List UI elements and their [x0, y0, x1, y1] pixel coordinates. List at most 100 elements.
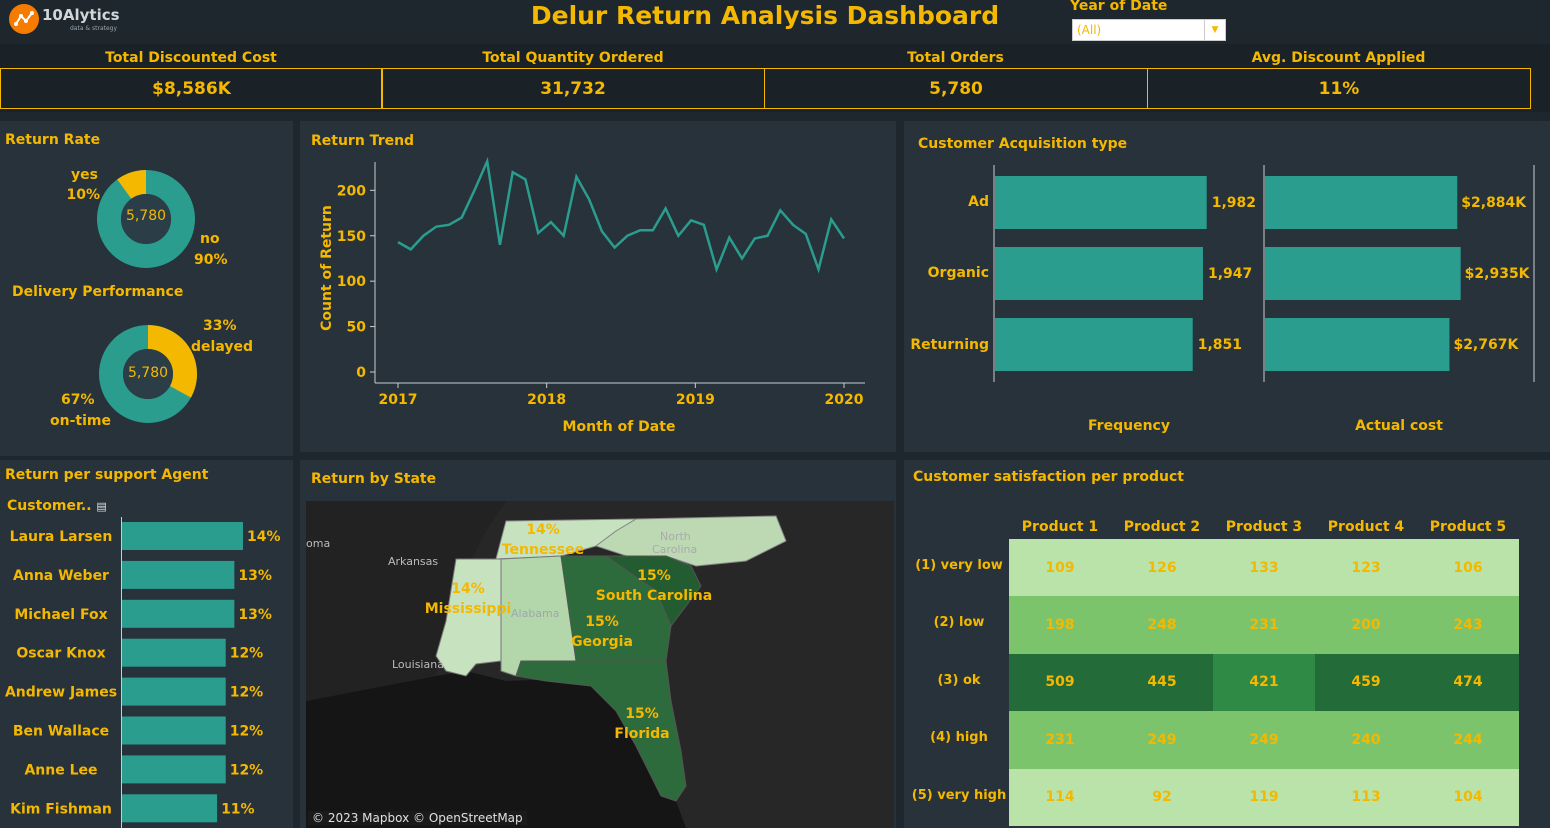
delivery-delayed-label: delayed [191, 339, 253, 355]
heatmap-cell[interactable]: 243 [1417, 596, 1519, 654]
delivery-ontime-pct: 67% [61, 392, 95, 408]
acq-freq-label: 1,947 [1208, 266, 1252, 282]
map-state-tennessee: Tennessee [502, 542, 584, 558]
return-rate-yes-slice [117, 170, 147, 200]
kpi-value-discount: 11% [1147, 68, 1531, 109]
agent-name: Michael Fox [14, 607, 107, 623]
kpi-value-orders: 5,780 [764, 68, 1148, 109]
heatmap-cell[interactable]: 104 [1417, 768, 1519, 826]
heatmap-cell[interactable]: 244 [1417, 711, 1519, 769]
heatmap-cell[interactable]: 248 [1111, 596, 1213, 654]
logo-icon [9, 4, 39, 34]
trend-xtick-label: 2020 [825, 392, 864, 408]
heatmap-cell[interactable]: 231 [1009, 711, 1111, 769]
agent-bar [122, 560, 235, 589]
agent-bar [122, 638, 226, 667]
acq-cost-label: $2,767K [1453, 337, 1519, 353]
acq-cost-axis-label: Actual cost [1355, 418, 1443, 434]
heatmap-cell[interactable]: 133 [1213, 539, 1315, 597]
map-label-arkansas: Arkansas [388, 555, 438, 568]
kpi-label-orders: Total Orders [907, 50, 1004, 66]
delivery-delayed-pct: 33% [203, 318, 237, 334]
agent-name: Ben Wallace [13, 724, 109, 740]
agent-bar [122, 522, 243, 550]
return-rate-donut[interactable] [90, 163, 202, 275]
heatmap-cell[interactable]: 445 [1111, 653, 1213, 712]
map-pct-florida: 15% [625, 706, 659, 722]
heatmap-column-header: Product 3 [1225, 519, 1303, 535]
trend-ytick-label: 0 [356, 365, 366, 381]
logo: 10Alytics data & strategy [8, 3, 128, 35]
agents-chart[interactable]: Laura Larsen 14% Anna Weber 13% Michael Fox 1… [0, 517, 293, 828]
heatmap-row-label: (3) ok [937, 672, 981, 688]
heatmap-cell[interactable]: 249 [1111, 711, 1213, 769]
kpi-label-discounted-cost: Total Discounted Cost [105, 50, 277, 66]
agents-axis-line [121, 517, 122, 828]
trend-ytick-label: 200 [337, 183, 366, 199]
heatmap-cell[interactable]: 474 [1417, 653, 1519, 712]
heatmap-cell[interactable]: 119 [1213, 768, 1315, 826]
heatmap-cell[interactable]: 109 [1009, 539, 1111, 597]
agent-bar [122, 716, 226, 745]
map-state-georgia: Georgia [571, 634, 633, 650]
return-rate-no-label: no [200, 231, 220, 247]
return-trend-panel [300, 121, 896, 452]
heatmap-cell[interactable]: 240 [1315, 711, 1417, 769]
acquisition-chart[interactable]: 1,982 1,947 1,851 $2,884K $2,935K $2,767K [904, 150, 1550, 390]
agents-column-header[interactable]: Customer.. ▤ [7, 498, 107, 514]
agent-name: Anna Weber [13, 568, 109, 584]
trend-xtick-label: 2017 [379, 392, 418, 408]
map-water [306, 671, 686, 828]
delivery-center: 5,780 [127, 365, 169, 381]
heatmap-row-label: (4) high [930, 730, 988, 746]
heatmap-cell[interactable]: 106 [1417, 539, 1519, 597]
trend-ytick-label: 100 [337, 274, 366, 290]
heatmap-cell[interactable]: 231 [1213, 596, 1315, 654]
sort-icon[interactable]: ▤ [96, 500, 107, 513]
heatmap[interactable]: Product 1 Product 2 Product 3 Product 4 Prod… [905, 517, 1525, 826]
map-title: Return by State [311, 471, 437, 487]
heatmap-cell[interactable]: 249 [1213, 711, 1315, 769]
agent-name: Anne Lee [24, 762, 97, 778]
kpi-label-quantity: Total Quantity Ordered [482, 50, 664, 66]
kpi-value-quantity: 31,732 [381, 68, 765, 109]
acq-cost-bar [1265, 247, 1461, 300]
agent-pct-label: 11% [221, 801, 255, 817]
map-pct-south-carolina: 15% [637, 568, 671, 584]
heatmap-cell[interactable]: 126 [1111, 539, 1213, 597]
heatmap-cell[interactable]: 200 [1315, 596, 1417, 654]
heatmap-cell[interactable]: 421 [1213, 653, 1315, 712]
heatmap-cell[interactable]: 459 [1315, 653, 1417, 712]
chevron-down-icon[interactable]: ▼ [1204, 20, 1225, 40]
agents-title: Return per support Agent [5, 467, 209, 483]
trend-chart[interactable]: 2017 2018 2019 2020 200 150 100 50 0 [300, 150, 896, 450]
trend-title: Return Trend [311, 133, 415, 149]
map-attribution[interactable]: © 2023 Mapbox © OpenStreetMap [308, 811, 527, 825]
acq-freq-bar [995, 247, 1203, 300]
delivery-donut[interactable] [92, 318, 204, 430]
heatmap-cell[interactable]: 113 [1315, 768, 1417, 826]
year-filter-dropdown[interactable]: (All) ▼ [1072, 19, 1226, 41]
agent-bar [122, 755, 226, 784]
acq-freq-axis-label: Frequency [1088, 418, 1170, 434]
state-south-carolina [604, 555, 702, 627]
page-title: Delur Return Analysis Dashboard [530, 1, 1000, 30]
agent-pct-label: 12% [230, 646, 264, 662]
heatmap-cell[interactable]: 123 [1315, 539, 1417, 597]
state-map[interactable]: Arkansas Louisiana Alabama North Carolin… [306, 501, 894, 828]
delivery-ontime-label: on-time [50, 413, 111, 429]
satisfaction-title: Customer satisfaction per product [913, 469, 1184, 485]
acq-cost-label: $2,884K [1461, 195, 1527, 211]
heatmap-column-header: Product 5 [1429, 519, 1507, 535]
year-filter-value: (All) [1077, 23, 1102, 37]
acquisition-title: Customer Acquisition type [918, 136, 1128, 152]
delivery-delayed-slice [147, 325, 197, 398]
agent-bar [122, 677, 226, 706]
kpi-label-discount: Avg. Discount Applied [1251, 50, 1426, 66]
heatmap-row-label: (1) very low [915, 558, 1003, 573]
heatmap-cell[interactable]: 114 [1009, 768, 1111, 826]
heatmap-cell[interactable]: 198 [1009, 596, 1111, 654]
heatmap-cell[interactable]: 509 [1009, 653, 1111, 712]
heatmap-row-label: (5) very high [911, 787, 1007, 803]
heatmap-cell[interactable]: 92 [1111, 768, 1213, 826]
